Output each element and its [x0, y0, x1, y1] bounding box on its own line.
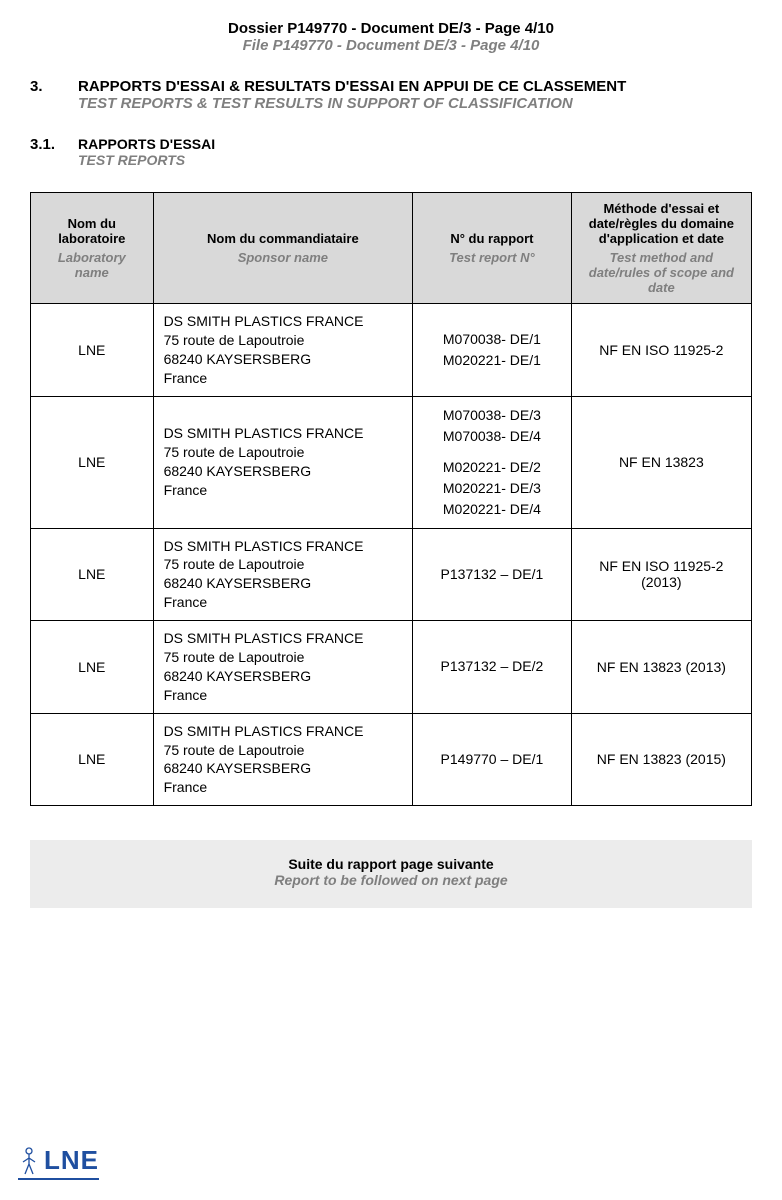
report-line: M070038- DE/1 [443, 331, 541, 347]
th-sponsor: Nom du commandiataire Sponsor name [153, 193, 413, 304]
cell-sponsor: DS SMITH PLASTICS FRANCE 75 route de Lap… [153, 528, 413, 621]
cell-method: NF EN ISO 11925-2 [571, 304, 751, 397]
th-lab-en: Laboratory name [41, 250, 143, 280]
header-fr: Dossier P149770 - Document DE/3 - Page 4… [30, 20, 752, 37]
section-3-title-en: TEST REPORTS & TEST RESULTS IN SUPPORT O… [78, 95, 752, 112]
table-row: LNE DS SMITH PLASTICS FRANCE 75 route de… [31, 528, 752, 621]
section-3-1-title-fr: RAPPORTS D'ESSAI [78, 136, 752, 152]
sponsor-l1: DS SMITH PLASTICS FRANCE [164, 538, 364, 554]
report-line: M020221- DE/4 [443, 501, 541, 517]
th-report: N° du rapport Test report N° [413, 193, 572, 304]
continuation-fr: Suite du rapport page suivante [40, 856, 742, 872]
cell-report: P149770 – DE/1 [413, 713, 572, 806]
sponsor-l4: France [164, 687, 208, 703]
cell-report: P137132 – DE/2 [413, 621, 572, 714]
sponsor-l4: France [164, 779, 208, 795]
th-lab: Nom du laboratoire Laboratory name [31, 193, 154, 304]
table-row: LNE DS SMITH PLASTICS FRANCE 75 route de… [31, 396, 752, 528]
cell-method: NF EN ISO 11925-2 (2013) [571, 528, 751, 621]
continuation-en: Report to be followed on next page [40, 872, 742, 888]
sponsor-l1: DS SMITH PLASTICS FRANCE [164, 630, 364, 646]
sponsor-l3: 68240 KAYSERSBERG [164, 668, 312, 684]
sponsor-l1: DS SMITH PLASTICS FRANCE [164, 723, 364, 739]
th-method-en: Test method and date/rules of scope and … [582, 250, 741, 295]
section-3-num: 3. [30, 78, 78, 95]
sponsor-l1: DS SMITH PLASTICS FRANCE [164, 313, 364, 329]
sponsor-l1: DS SMITH PLASTICS FRANCE [164, 425, 364, 441]
section-3-1-title-en: TEST REPORTS [78, 152, 752, 168]
table-row: LNE DS SMITH PLASTICS FRANCE 75 route de… [31, 713, 752, 806]
lne-logo-text: LNE [44, 1145, 99, 1176]
cell-sponsor: DS SMITH PLASTICS FRANCE 75 route de Lap… [153, 713, 413, 806]
th-sponsor-fr: Nom du commandiataire [164, 231, 403, 246]
cell-report: M070038- DE/3 M070038- DE/4 M020221- DE/… [413, 396, 572, 528]
th-method: Méthode d'essai et date/règles du domain… [571, 193, 751, 304]
sponsor-l3: 68240 KAYSERSBERG [164, 575, 312, 591]
section-3-title-fr: RAPPORTS D'ESSAI & RESULTATS D'ESSAI EN … [78, 78, 752, 95]
section-3-1-num: 3.1. [30, 136, 78, 153]
sponsor-l2: 75 route de Lapoutroie [164, 444, 305, 460]
th-method-fr: Méthode d'essai et date/règles du domain… [582, 201, 741, 246]
report-line: M070038- DE/4 [443, 428, 541, 444]
test-reports-table: Nom du laboratoire Laboratory name Nom d… [30, 192, 752, 806]
cell-report: P137132 – DE/1 [413, 528, 572, 621]
lne-logo: LNE [18, 1145, 99, 1180]
th-lab-fr: Nom du laboratoire [41, 216, 143, 246]
sponsor-l3: 68240 KAYSERSBERG [164, 351, 312, 367]
report-line: M020221- DE/3 [443, 480, 541, 496]
table-row: LNE DS SMITH PLASTICS FRANCE 75 route de… [31, 621, 752, 714]
cell-sponsor: DS SMITH PLASTICS FRANCE 75 route de Lap… [153, 621, 413, 714]
continuation-note: Suite du rapport page suivante Report to… [30, 840, 752, 908]
cell-lab: LNE [31, 396, 154, 528]
cell-lab: LNE [31, 304, 154, 397]
page-header: Dossier P149770 - Document DE/3 - Page 4… [30, 20, 752, 54]
report-line: M070038- DE/3 [443, 407, 541, 423]
table-header-row: Nom du laboratoire Laboratory name Nom d… [31, 193, 752, 304]
section-3: 3. RAPPORTS D'ESSAI & RESULTATS D'ESSAI … [30, 78, 752, 112]
cell-report: M070038- DE/1 M020221- DE/1 [413, 304, 572, 397]
cell-sponsor: DS SMITH PLASTICS FRANCE 75 route de Lap… [153, 396, 413, 528]
report-line: P137132 – DE/2 [441, 658, 544, 674]
report-line: M020221- DE/1 [443, 352, 541, 368]
sponsor-l3: 68240 KAYSERSBERG [164, 463, 312, 479]
cell-method: NF EN 13823 (2015) [571, 713, 751, 806]
sponsor-l3: 68240 KAYSERSBERG [164, 760, 312, 776]
cell-lab: LNE [31, 713, 154, 806]
report-line: P137132 – DE/1 [441, 566, 544, 582]
cell-lab: LNE [31, 528, 154, 621]
cell-sponsor: DS SMITH PLASTICS FRANCE 75 route de Lap… [153, 304, 413, 397]
section-3-1: 3.1. RAPPORTS D'ESSAI TEST REPORTS [30, 136, 752, 168]
cell-method: NF EN 13823 (2013) [571, 621, 751, 714]
th-report-en: Test report N° [423, 250, 561, 265]
table-row: LNE DS SMITH PLASTICS FRANCE 75 route de… [31, 304, 752, 397]
th-report-fr: N° du rapport [423, 231, 561, 246]
report-line: M020221- DE/2 [443, 459, 541, 475]
sponsor-l2: 75 route de Lapoutroie [164, 556, 305, 572]
sponsor-l4: France [164, 370, 208, 386]
sponsor-l4: France [164, 594, 208, 610]
sponsor-l4: France [164, 482, 208, 498]
report-line: P149770 – DE/1 [441, 751, 544, 767]
cell-method: NF EN 13823 [571, 396, 751, 528]
sponsor-l2: 75 route de Lapoutroie [164, 742, 305, 758]
lne-figure-icon [18, 1146, 40, 1176]
th-sponsor-en: Sponsor name [164, 250, 403, 265]
header-en: File P149770 - Document DE/3 - Page 4/10 [30, 37, 752, 54]
cell-lab: LNE [31, 621, 154, 714]
sponsor-l2: 75 route de Lapoutroie [164, 332, 305, 348]
sponsor-l2: 75 route de Lapoutroie [164, 649, 305, 665]
